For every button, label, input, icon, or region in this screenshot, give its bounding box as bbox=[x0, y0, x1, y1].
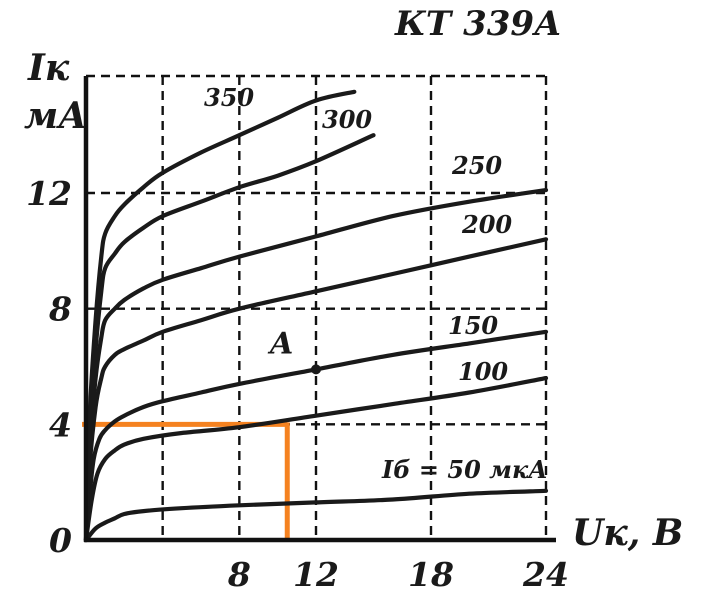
operating-point-guide bbox=[82, 421, 290, 540]
curve-ib-350 bbox=[83, 89, 357, 543]
y-tick-label: 0 bbox=[49, 521, 72, 560]
curve-ib-200 bbox=[83, 237, 549, 543]
curve-label: 250 bbox=[451, 151, 502, 180]
curve-label: 150 bbox=[448, 311, 498, 340]
labels: КТ 339А Iк мА Uк, В 8 12 18 24 0 4 8 12 Iб = 50 … bbox=[24, 4, 683, 592]
x-tick-label: 12 bbox=[293, 555, 339, 592]
operating-point-marker bbox=[311, 364, 321, 375]
x-tick-label: 18 bbox=[408, 555, 454, 592]
axes bbox=[83, 76, 556, 543]
y-tick-label: 12 bbox=[26, 174, 72, 213]
curve-ib-100 bbox=[83, 376, 549, 543]
operating-point-label: A bbox=[267, 326, 293, 361]
y-tick-label: 4 bbox=[49, 405, 72, 444]
characteristic-curves bbox=[83, 89, 549, 543]
y-tick-label: 8 bbox=[48, 290, 72, 329]
curve-label: 100 bbox=[458, 357, 508, 386]
x-axis-title: Uк, В bbox=[572, 512, 683, 554]
curve-ib-50 bbox=[83, 488, 549, 543]
curve-label: 200 bbox=[461, 210, 512, 239]
curve-label: Iб = 50 мкА bbox=[381, 455, 548, 484]
y-axis-title-line2: мА bbox=[24, 95, 88, 137]
curve-label: 350 bbox=[204, 83, 254, 112]
chart-title: КТ 339А bbox=[394, 4, 562, 44]
curve-ib-300 bbox=[83, 133, 376, 543]
grid bbox=[86, 74, 548, 540]
curve-ib-150 bbox=[83, 329, 549, 543]
x-tick-label: 8 bbox=[227, 555, 251, 592]
x-tick-label: 24 bbox=[522, 555, 569, 592]
curve-ib-250 bbox=[83, 188, 549, 543]
curve-label: 300 bbox=[322, 105, 372, 134]
y-axis-title-line1: Iк bbox=[27, 47, 70, 89]
